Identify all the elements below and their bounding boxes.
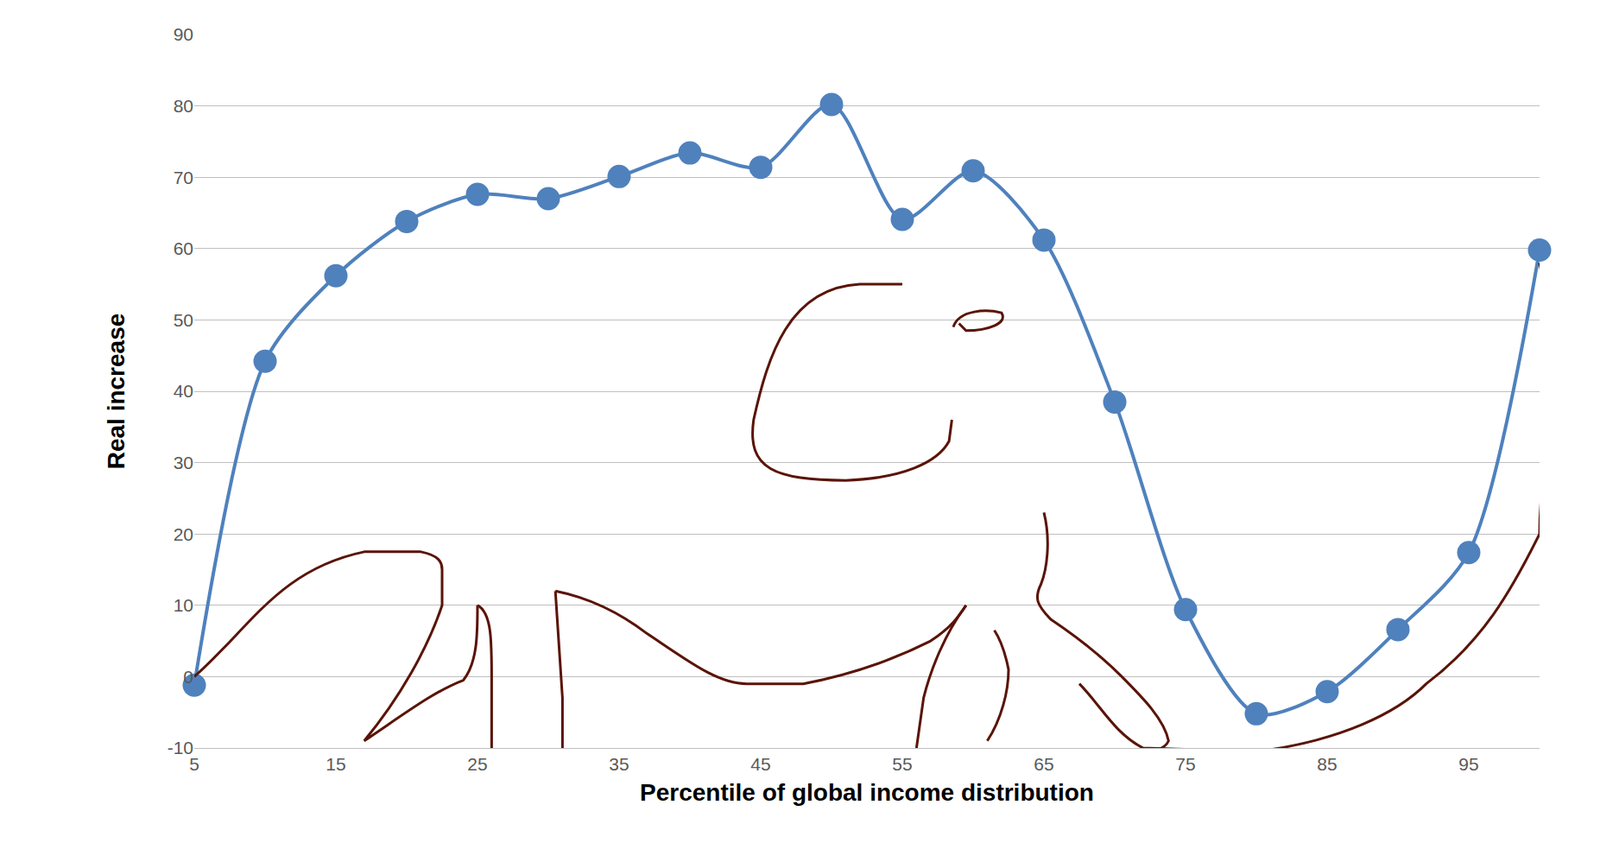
svg-text:85: 85 [1316,753,1337,774]
svg-text:5: 5 [189,753,200,774]
svg-text:Percentile of global income di: Percentile of global income distribution [639,778,1095,806]
svg-text:80: 80 [173,95,194,116]
svg-text:95: 95 [1458,753,1479,774]
svg-text:35: 35 [608,753,629,774]
svg-text:90: 90 [173,24,194,45]
svg-text:75: 75 [1175,753,1196,774]
svg-text:15: 15 [325,753,346,774]
svg-text:25: 25 [467,753,487,774]
svg-text:-10: -10 [167,737,194,758]
svg-text:70: 70 [173,167,194,188]
svg-text:Real increase: Real increase [102,313,130,470]
svg-text:0: 0 [183,666,194,687]
svg-text:65: 65 [1033,753,1054,774]
svg-text:50: 50 [173,309,194,330]
svg-text:45: 45 [750,753,771,774]
svg-text:20: 20 [173,524,194,544]
svg-text:10: 10 [173,594,194,615]
svg-text:40: 40 [173,380,194,401]
svg-text:55: 55 [891,753,912,774]
svg-text:30: 30 [173,452,194,473]
svg-text:60: 60 [173,238,194,259]
